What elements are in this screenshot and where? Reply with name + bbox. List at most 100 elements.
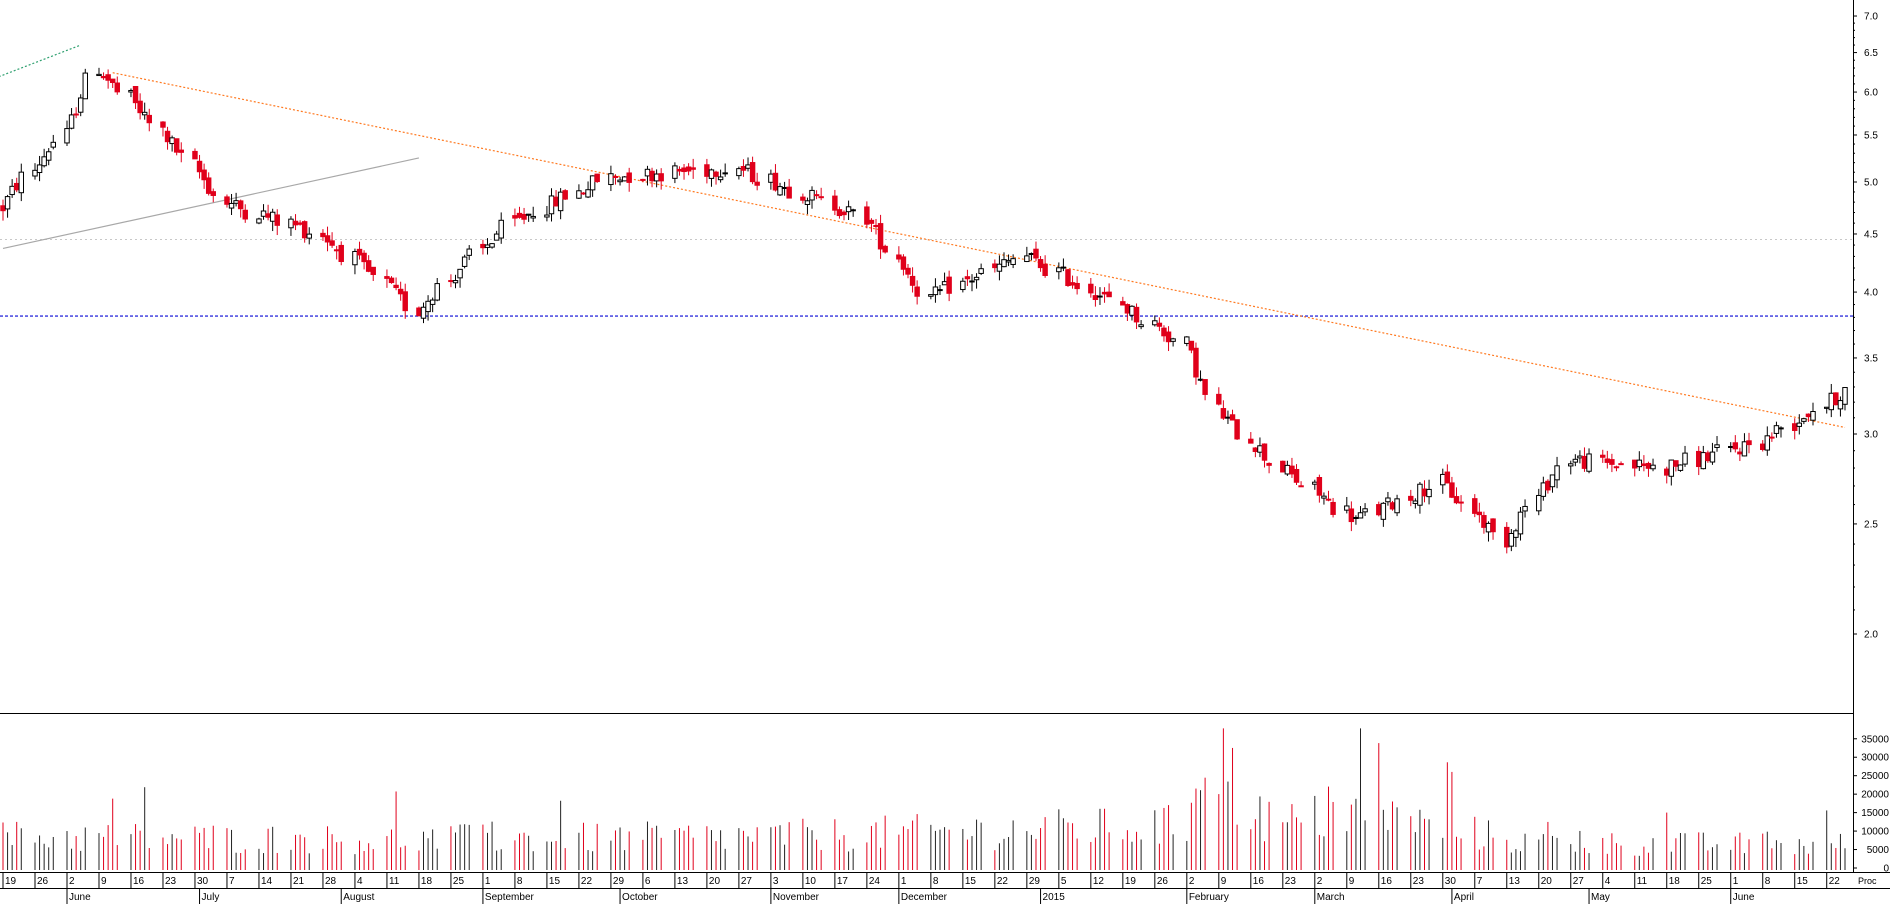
candle	[937, 284, 943, 295]
candle-body	[1056, 267, 1062, 273]
candle	[4, 194, 11, 218]
candle-body	[128, 89, 134, 93]
date-month-label: June	[69, 892, 91, 903]
candle-body	[1028, 252, 1035, 255]
candle	[1513, 528, 1519, 548]
date-day-label: 9	[101, 876, 107, 887]
candle	[1252, 447, 1259, 458]
candle-body	[1188, 340, 1195, 351]
candle-body	[1600, 454, 1606, 458]
candle	[132, 85, 139, 110]
candle	[429, 297, 436, 313]
candle	[1065, 268, 1071, 287]
candle	[1796, 414, 1803, 435]
candle	[1225, 410, 1231, 424]
candle	[1088, 277, 1094, 298]
candle-body	[265, 213, 271, 218]
candle-body	[1481, 515, 1487, 528]
price-tick-label: 6.5	[1864, 48, 1878, 59]
candle	[1193, 342, 1199, 385]
candle-body	[946, 276, 952, 294]
candle	[434, 277, 440, 302]
candle-body	[868, 219, 875, 224]
candle-body	[1293, 468, 1300, 483]
candle-body	[704, 164, 710, 177]
candle-body	[1380, 502, 1387, 520]
candle	[452, 274, 459, 289]
candle-body	[1732, 442, 1739, 450]
date-day-label: 15	[549, 876, 561, 887]
candle-body	[813, 194, 820, 197]
candle	[205, 172, 212, 196]
candle	[493, 230, 500, 241]
candle	[640, 178, 646, 183]
candle-body	[768, 173, 774, 183]
candle-body	[173, 138, 180, 153]
candles-layer	[0, 67, 1848, 554]
candle	[1801, 417, 1807, 425]
candle-body	[169, 137, 175, 145]
candle	[941, 272, 948, 286]
candle	[365, 255, 372, 273]
candle	[832, 189, 838, 216]
candle-body	[594, 173, 600, 183]
candle-body	[388, 277, 395, 284]
candle-body	[1581, 455, 1588, 469]
candle-body	[1101, 291, 1108, 295]
candle-body	[1741, 441, 1748, 457]
candle	[1677, 464, 1684, 472]
candle-body	[973, 276, 980, 281]
date-day-label: 24	[869, 876, 881, 887]
candle	[1444, 464, 1451, 484]
candle	[1156, 317, 1163, 332]
date-day-label: 9	[1221, 876, 1227, 887]
date-day-label: 29	[1029, 876, 1041, 887]
candle	[1714, 436, 1720, 452]
candle-body	[452, 280, 459, 284]
date-month-label: May	[1591, 892, 1610, 903]
date-day-label: 7	[229, 876, 235, 887]
candle	[356, 241, 363, 260]
candle-body	[786, 186, 792, 199]
candle	[1490, 518, 1496, 540]
candle	[676, 166, 683, 176]
candle-body	[626, 172, 632, 183]
candle	[1823, 406, 1830, 414]
candle	[169, 135, 175, 152]
candle-body	[1508, 533, 1515, 547]
candle	[594, 173, 600, 183]
candle-body	[1165, 331, 1172, 343]
candle	[288, 216, 294, 236]
candle	[489, 243, 495, 249]
candle	[36, 155, 43, 182]
candle-body	[557, 191, 564, 212]
candle-body	[1257, 445, 1263, 453]
candle-body	[1440, 473, 1446, 486]
candle	[512, 208, 518, 227]
candle-body	[1737, 451, 1743, 455]
candle	[781, 181, 788, 196]
candle	[1376, 501, 1382, 517]
candle-body	[681, 167, 687, 173]
candle	[621, 176, 628, 182]
candle	[1170, 337, 1176, 347]
candle	[105, 69, 111, 89]
candle	[397, 281, 404, 301]
candle	[722, 163, 728, 177]
date-day-label: 8	[1765, 876, 1771, 887]
candle-body	[882, 245, 888, 253]
candle-body	[1664, 468, 1670, 476]
candle-body	[137, 100, 143, 114]
candle-body	[320, 232, 326, 238]
candle-body	[361, 252, 367, 263]
candle	[740, 159, 747, 177]
candle	[557, 188, 564, 220]
date-day-label: 13	[1509, 876, 1521, 887]
price-tick-label: 4.5	[1864, 229, 1878, 240]
candle-body	[1842, 387, 1848, 405]
candle	[1732, 435, 1739, 453]
candle-body	[914, 286, 920, 297]
candle	[530, 206, 536, 222]
candle	[370, 266, 376, 281]
candle	[877, 214, 884, 259]
